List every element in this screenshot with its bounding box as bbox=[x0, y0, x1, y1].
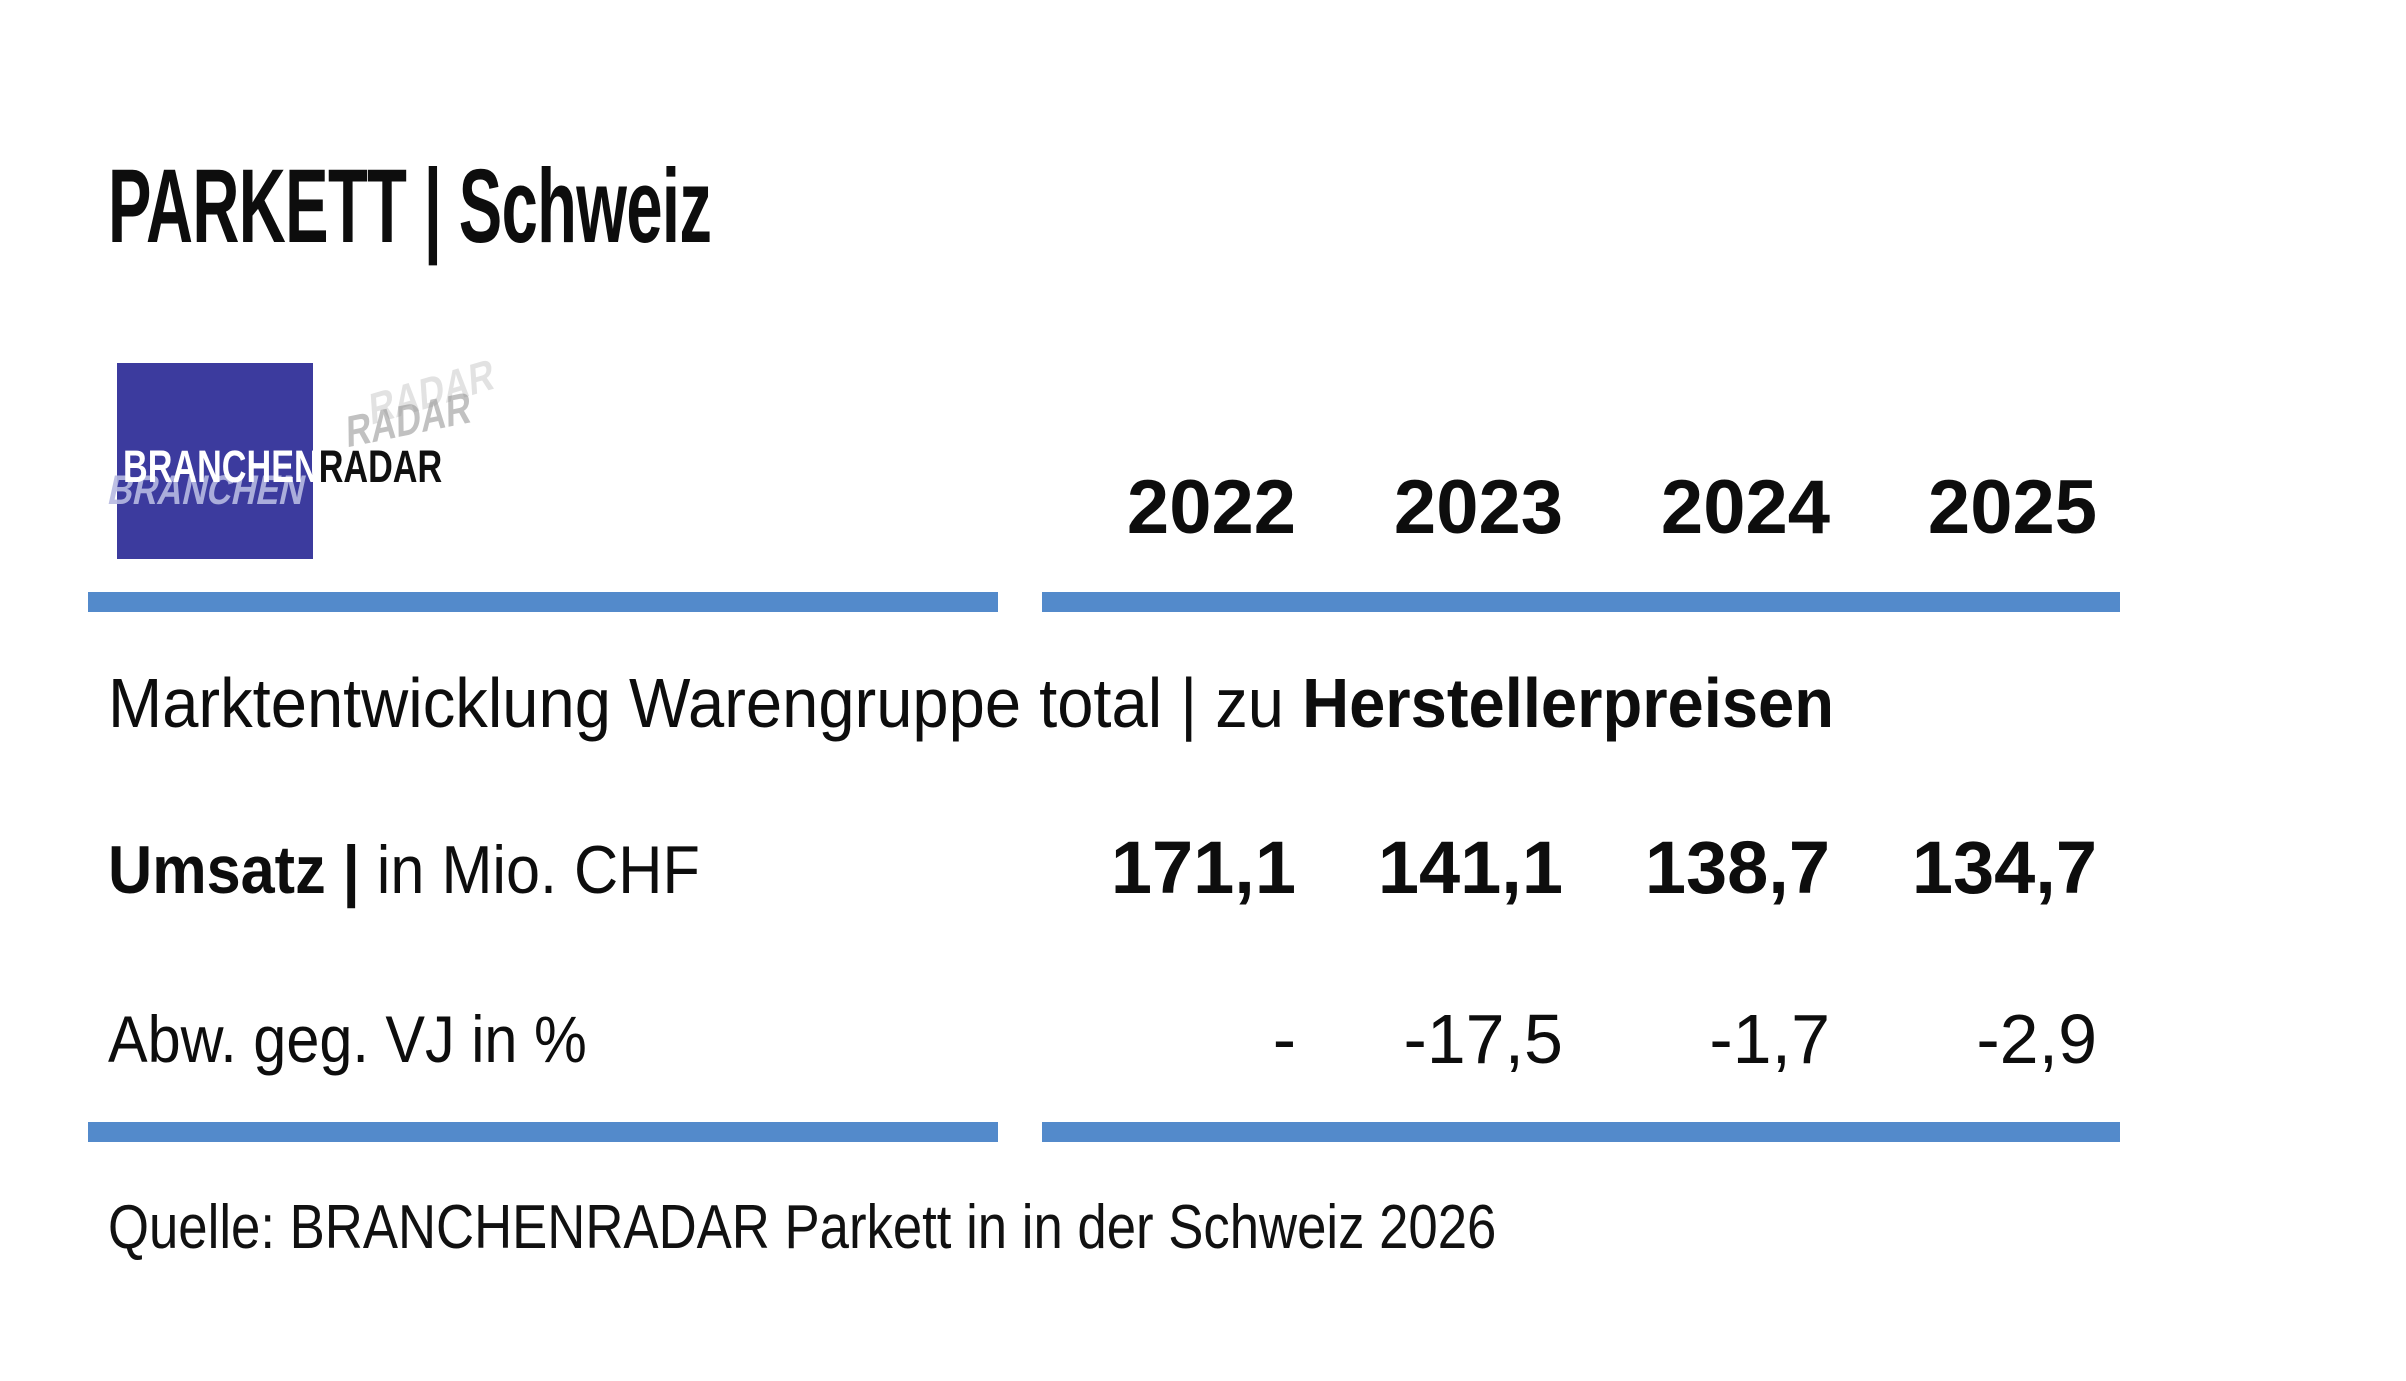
divider-top-right bbox=[1042, 592, 2120, 612]
divider-bottom-left bbox=[88, 1122, 998, 1142]
page-title: PARKETT | Schweiz bbox=[108, 148, 712, 265]
row-label-abweichung-text: Abw. geg. VJ in % bbox=[108, 1002, 587, 1076]
source-line: Quelle: BRANCHENRADAR Parkett in in der … bbox=[108, 1193, 1497, 1262]
row-label-abweichung: Abw. geg. VJ in % bbox=[108, 1006, 587, 1072]
section-title-regular: Marktentwicklung Warengruppe total | zu bbox=[108, 664, 1303, 742]
logo-blue-square bbox=[117, 363, 313, 559]
logo-wordmark: BRANCHENRADAR bbox=[123, 444, 442, 489]
year-header-2022: 2022 bbox=[1126, 465, 1296, 550]
umsatz-value-2025: 134,7 bbox=[1911, 826, 2097, 909]
row-label-umsatz: Umsatz | in Mio. CHF bbox=[108, 836, 700, 904]
row-values-abweichung: - -17,5 -1,7 -2,9 bbox=[1029, 1004, 2097, 1074]
abweichung-value-2025: -2,9 bbox=[1976, 1000, 2097, 1078]
divider-bottom-right bbox=[1042, 1122, 2120, 1142]
row-label-umsatz-bold: Umsatz | bbox=[108, 832, 377, 908]
logo-text-radar: RADAR bbox=[318, 441, 443, 492]
year-header-2024: 2024 bbox=[1660, 465, 1830, 550]
row-values-umsatz: 171,1 141,1 138,7 134,7 bbox=[1029, 831, 2097, 905]
year-header-2025: 2025 bbox=[1927, 465, 2097, 550]
section-title-bold: Herstellerpreisen bbox=[1302, 664, 1835, 742]
abweichung-value-2022: - bbox=[1272, 1000, 1296, 1078]
logo-shadow-radar-far: RADAR bbox=[367, 348, 496, 435]
abweichung-value-2023: -17,5 bbox=[1403, 1000, 1563, 1078]
umsatz-value-2024: 138,7 bbox=[1644, 826, 1830, 909]
logo-text-branchen: BRANCHEN bbox=[123, 441, 319, 492]
row-label-umsatz-unit: in Mio. CHF bbox=[376, 832, 700, 908]
umsatz-value-2022: 171,1 bbox=[1110, 826, 1296, 909]
section-title: Marktentwicklung Warengruppe total | zu … bbox=[108, 668, 1834, 738]
umsatz-value-2023: 141,1 bbox=[1377, 826, 1563, 909]
abweichung-value-2024: -1,7 bbox=[1709, 1000, 1830, 1078]
year-header-2023: 2023 bbox=[1393, 465, 1563, 550]
year-header-row: 2022 2023 2024 2025 bbox=[1029, 470, 2097, 546]
divider-top-left bbox=[88, 592, 998, 612]
